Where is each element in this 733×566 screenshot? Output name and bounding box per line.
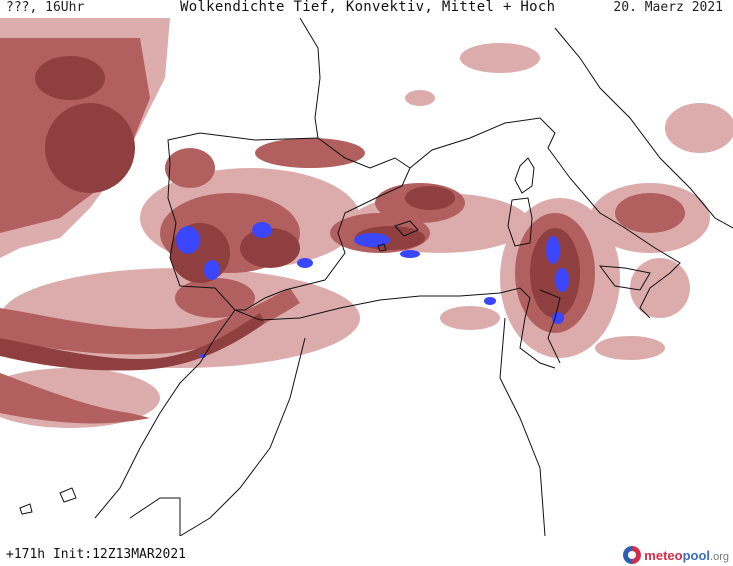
map-title: Wolkendichte Tief, Konvektiv, Mittel + H… <box>180 0 556 15</box>
meteopool-logo[interactable]: meteopool.org <box>623 545 729 565</box>
logo-icon <box>623 546 642 564</box>
map-canvas <box>0 18 733 536</box>
convective-cells <box>176 222 569 358</box>
forecast-init-label: +171h Init:12Z13MAR2021 <box>6 547 187 562</box>
coastlines-borders <box>19 18 733 536</box>
forecast-run-label: ???, 16Uhr <box>6 0 85 15</box>
cloud-density-map <box>0 18 733 536</box>
forecast-date: 20. Maerz 2021 <box>613 0 723 15</box>
map-header: ???, 16Uhr Wolkendichte Tief, Konvektiv,… <box>0 0 733 18</box>
logo-text: meteopool.org <box>644 547 729 563</box>
